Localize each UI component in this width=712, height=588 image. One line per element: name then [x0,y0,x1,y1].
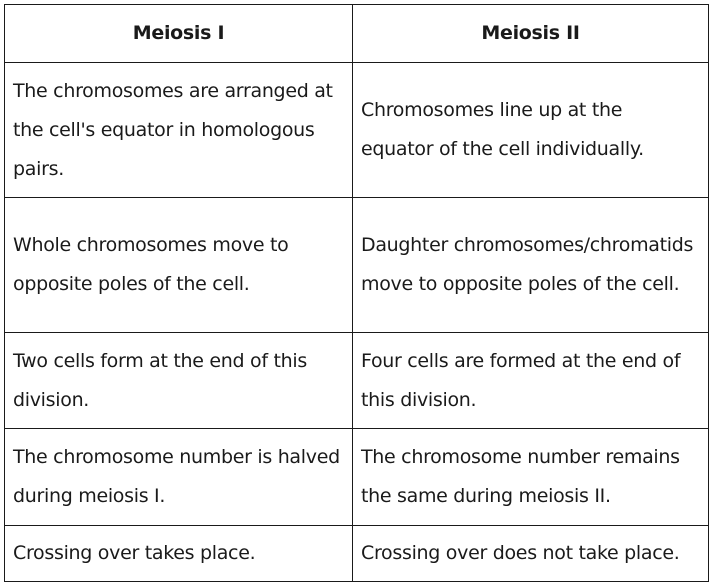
table-row: The chromosome number is halved during m… [4,428,709,526]
header-row: Meiosis I Meiosis II [4,4,709,63]
table-row: Two cells form at the end of this divisi… [4,332,709,429]
cell-meiosis-1: Two cells form at the end of this divisi… [4,332,353,429]
cell-meiosis-1: Whole chromosomes move to opposite poles… [4,197,353,333]
cell-meiosis-1: The chromosome number is halved during m… [4,428,353,526]
cell-meiosis-1: The chromosomes are arranged at the cell… [4,62,353,198]
cell-meiosis-2: Four cells are formed at the end of this… [352,332,709,429]
cell-meiosis-2: Crossing over does not take place. [352,525,709,582]
cell-meiosis-2: The chromosome number remains the same d… [352,428,709,526]
header-meiosis-2: Meiosis II [352,4,709,63]
table-row: The chromosomes are arranged at the cell… [4,62,709,198]
table-row: Crossing over takes place. Crossing over… [4,525,709,582]
cell-meiosis-2: Daughter chromosomes/chromatids move to … [352,197,709,333]
cell-meiosis-2: Chromosomes line up at the equator of th… [352,62,709,198]
table-row: Whole chromosomes move to opposite poles… [4,197,709,333]
cell-meiosis-1: Crossing over takes place. [4,525,353,582]
header-meiosis-1: Meiosis I [4,4,353,63]
comparison-table: Meiosis I Meiosis II The chromosomes are… [4,4,709,582]
